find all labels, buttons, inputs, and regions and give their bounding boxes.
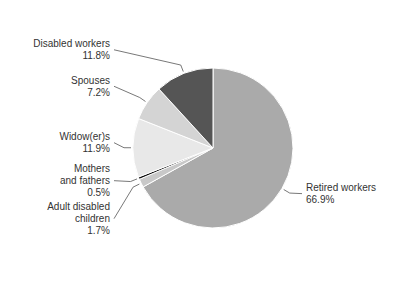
svg-text:Disabled workers11.8%: Disabled workers11.8% — [33, 38, 110, 61]
svg-text:Widow(er)s11.9%: Widow(er)s11.9% — [59, 131, 110, 154]
svg-text:Mothersand fathers0.5%: Mothersand fathers0.5% — [60, 163, 110, 198]
svg-text:Retired workers66.9%: Retired workers66.9% — [306, 182, 376, 205]
svg-text:Adult disabledchildren1.7%: Adult disabledchildren1.7% — [47, 201, 110, 236]
svg-text:Spouses7.2%: Spouses7.2% — [71, 75, 110, 98]
